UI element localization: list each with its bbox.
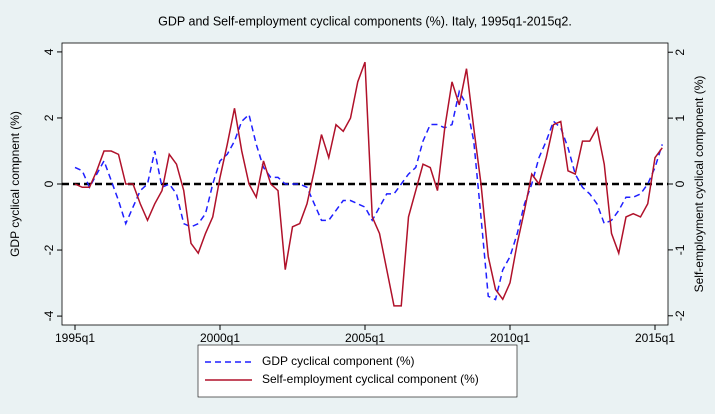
x-tick-label: 2010q1 bbox=[490, 331, 530, 345]
x-tick-label: 2005q1 bbox=[345, 331, 385, 345]
y-axis-title: GDP cyclical compnent (%) bbox=[8, 111, 22, 257]
legend bbox=[197, 344, 518, 398]
chart-title: GDP and Self-employment cyclical compone… bbox=[158, 14, 572, 28]
y2-axis-title: Self-employment cyclical component (%) bbox=[692, 76, 706, 293]
y-tick-label: 0 bbox=[42, 180, 56, 187]
y2-tick-label: -1 bbox=[673, 244, 687, 255]
x-tick-label: 2000q1 bbox=[200, 331, 240, 345]
y-tick-label: 4 bbox=[42, 48, 56, 55]
y-tick-label: 2 bbox=[42, 114, 56, 121]
series-line bbox=[74, 61, 663, 307]
y2-tick-label: 0 bbox=[673, 180, 687, 187]
x-tick-label: 1995q1 bbox=[55, 331, 95, 345]
y-tick-label: -4 bbox=[42, 310, 56, 321]
y2-tick-label: -2 bbox=[673, 310, 687, 321]
x-tick-label: 2015q1 bbox=[635, 331, 675, 345]
legend-label: GDP cyclical component (%) bbox=[262, 354, 415, 368]
series-line bbox=[74, 89, 663, 301]
y-tick-label: -2 bbox=[42, 244, 56, 255]
y2-tick-label: 2 bbox=[673, 49, 687, 56]
legend-label: Self-employment cyclical component (%) bbox=[262, 372, 479, 386]
y2-tick-label: 1 bbox=[673, 114, 687, 121]
